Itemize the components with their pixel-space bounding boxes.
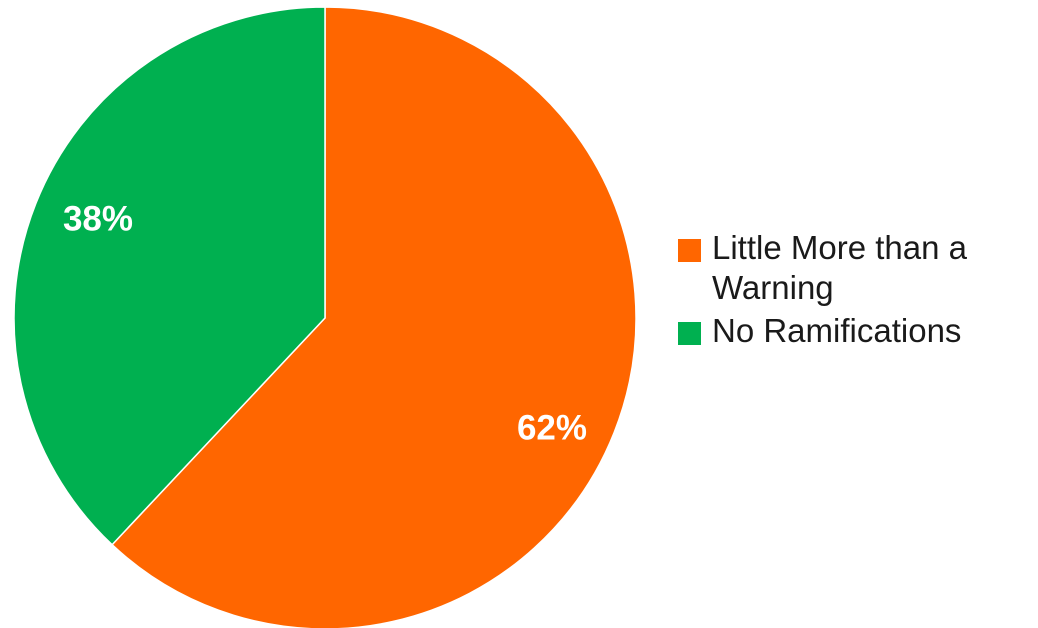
legend-item-no-ramifications: No Ramifications bbox=[678, 311, 1028, 351]
data-label-little-more-than-a-warning: 62% bbox=[517, 408, 587, 447]
legend-label: No Ramifications bbox=[712, 311, 962, 349]
legend-swatch-green bbox=[678, 321, 701, 345]
legend-swatch-orange bbox=[678, 239, 701, 262]
pie-slice-no-ramifications bbox=[13, 6, 326, 546]
pie-slice-little-more-than-a-warning bbox=[111, 6, 637, 628]
chart-legend: Little More than a Warning No Ramificati… bbox=[678, 228, 1028, 353]
data-label-no-ramifications: 38% bbox=[63, 199, 133, 238]
legend-item-little-more-than-a-warning: Little More than a Warning bbox=[678, 228, 1028, 309]
pie-slices bbox=[13, 6, 637, 628]
pie-data-labels: 62% 38% bbox=[63, 199, 587, 447]
legend-label: Little More than a Warning bbox=[712, 229, 967, 307]
